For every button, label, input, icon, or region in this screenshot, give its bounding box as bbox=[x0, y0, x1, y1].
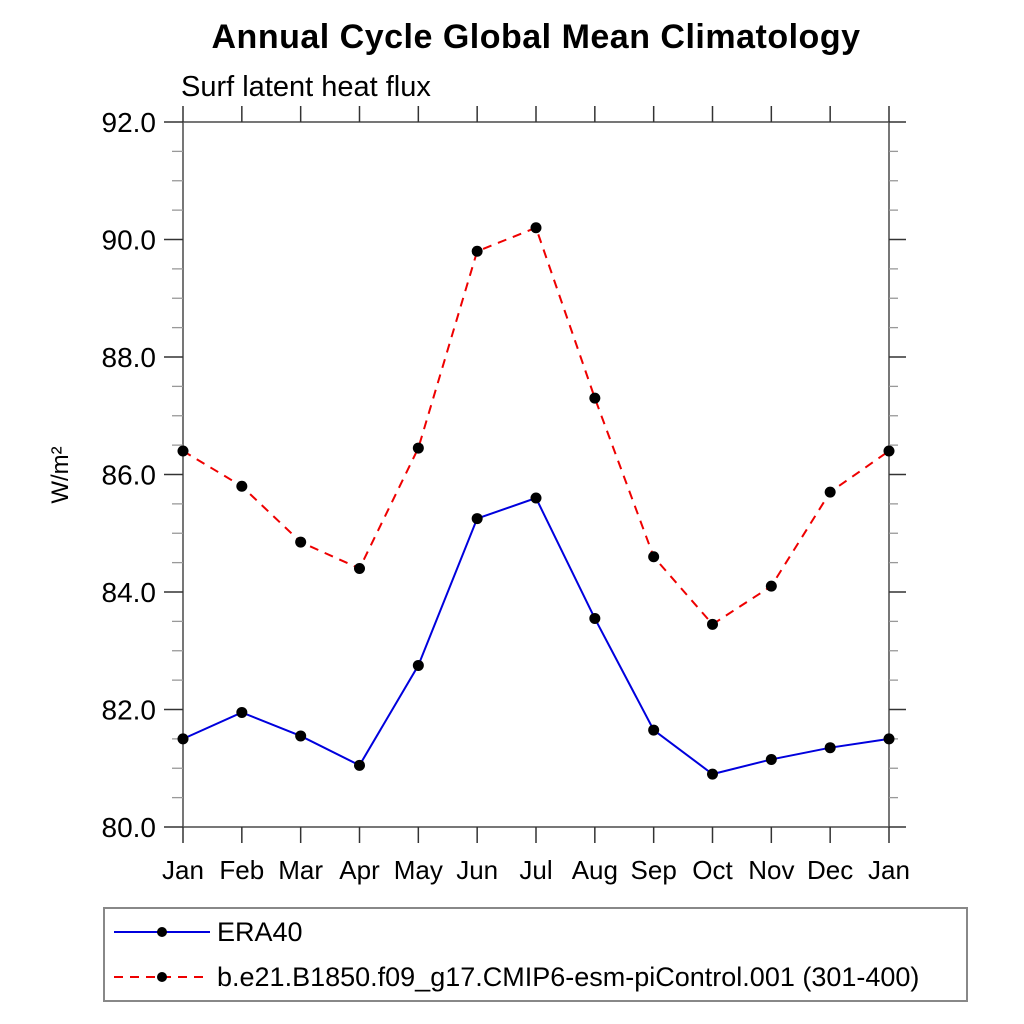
x-tick-label: Mar bbox=[278, 855, 323, 885]
x-tick-label: Oct bbox=[692, 855, 733, 885]
data-point-marker bbox=[471, 513, 483, 525]
series-line-0 bbox=[182, 496, 890, 776]
chart-subtitle: Surf latent heat flux bbox=[181, 71, 431, 103]
legend-marker-dot bbox=[157, 972, 167, 982]
x-tick-label: Feb bbox=[219, 855, 264, 885]
data-point-marker bbox=[883, 733, 895, 745]
x-tick-label: Jul bbox=[519, 855, 552, 885]
data-point-marker bbox=[648, 551, 660, 563]
y-tick-label: 90.0 bbox=[102, 225, 157, 256]
legend-label-era40: ERA40 bbox=[217, 916, 303, 947]
data-point-marker bbox=[530, 222, 542, 234]
data-point-marker bbox=[765, 580, 777, 592]
data-point-marker bbox=[354, 563, 365, 574]
data-point-marker bbox=[824, 486, 836, 498]
series-line-1 bbox=[182, 226, 890, 626]
data-point-marker bbox=[177, 733, 189, 745]
data-point-marker bbox=[530, 492, 542, 504]
x-tick-label: Jun bbox=[456, 855, 498, 885]
data-point-marker bbox=[707, 618, 718, 630]
x-tick-label: Apr bbox=[339, 855, 380, 885]
data-point-marker bbox=[412, 659, 424, 671]
data-point-marker bbox=[471, 245, 483, 257]
x-tick-label: Dec bbox=[807, 855, 853, 885]
data-point-marker bbox=[177, 445, 189, 457]
data-point-marker bbox=[589, 612, 601, 624]
x-tick-label: Aug bbox=[572, 855, 618, 885]
legend-sample-solid bbox=[114, 927, 210, 937]
legend-box: ERA40 b.e21.B1850.f09_g17.CMIP6-esm-piCo… bbox=[103, 907, 968, 1002]
data-point-marker bbox=[707, 768, 718, 780]
legend-item-picontrol: b.e21.B1850.f09_g17.CMIP6-esm-piControl.… bbox=[110, 955, 966, 999]
x-tick-label: Sep bbox=[631, 855, 677, 885]
data-point-marker bbox=[354, 759, 365, 771]
data-point-marker bbox=[589, 392, 601, 404]
x-tick-label: Jan bbox=[162, 855, 204, 885]
data-point-marker bbox=[765, 753, 777, 765]
legend-sample-dashed bbox=[114, 972, 210, 982]
data-point-marker bbox=[236, 706, 248, 718]
data-point-marker bbox=[295, 536, 307, 548]
y-tick-label: 86.0 bbox=[102, 460, 157, 491]
y-tick-label: 82.0 bbox=[102, 695, 157, 726]
legend-marker-dot bbox=[157, 927, 167, 937]
y-tick-label: 92.0 bbox=[102, 107, 157, 138]
legend-label-picontrol: b.e21.B1850.f09_g17.CMIP6-esm-piControl.… bbox=[217, 961, 920, 992]
data-point-marker bbox=[824, 742, 836, 754]
y-axis-label: W/m² bbox=[47, 446, 74, 503]
data-point-marker bbox=[236, 480, 248, 492]
x-tick-label: May bbox=[394, 855, 443, 885]
data-point-marker bbox=[883, 445, 895, 457]
y-tick-label: 88.0 bbox=[102, 342, 157, 373]
legend-item-era40: ERA40 bbox=[110, 910, 966, 954]
data-point-marker bbox=[295, 730, 307, 742]
x-tick-label: Jan bbox=[868, 855, 910, 885]
data-point-marker bbox=[412, 442, 424, 454]
x-tick-label: Nov bbox=[748, 855, 794, 885]
chart-title: Annual Cycle Global Mean Climatology bbox=[211, 18, 861, 56]
y-tick-label: 80.0 bbox=[102, 812, 157, 843]
y-tick-label: 84.0 bbox=[102, 577, 157, 608]
data-point-marker bbox=[648, 724, 660, 736]
